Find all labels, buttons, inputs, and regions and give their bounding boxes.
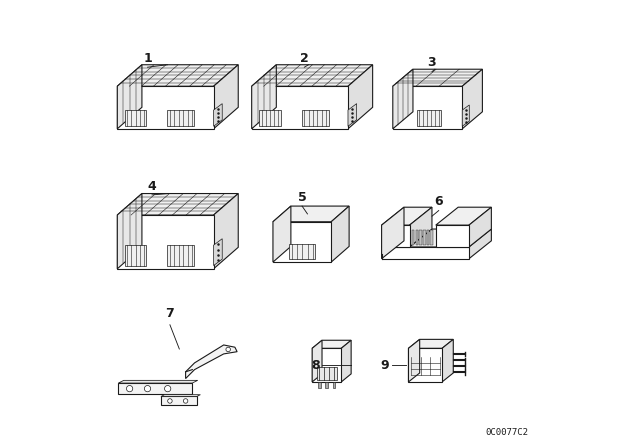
Polygon shape xyxy=(462,105,469,126)
Polygon shape xyxy=(430,230,433,246)
Polygon shape xyxy=(168,245,195,266)
Polygon shape xyxy=(312,340,351,349)
Polygon shape xyxy=(117,194,142,269)
Polygon shape xyxy=(125,245,146,266)
Polygon shape xyxy=(214,103,222,126)
Polygon shape xyxy=(417,110,442,126)
Text: 3: 3 xyxy=(428,56,436,69)
Polygon shape xyxy=(161,395,200,396)
Polygon shape xyxy=(273,206,291,262)
Polygon shape xyxy=(469,229,492,258)
Polygon shape xyxy=(442,340,453,382)
Polygon shape xyxy=(381,225,410,247)
Polygon shape xyxy=(419,230,422,246)
Polygon shape xyxy=(117,215,214,269)
Polygon shape xyxy=(381,229,492,247)
Polygon shape xyxy=(214,194,238,269)
Circle shape xyxy=(168,399,172,403)
Polygon shape xyxy=(415,230,418,246)
Polygon shape xyxy=(332,206,349,262)
Polygon shape xyxy=(325,382,328,388)
Polygon shape xyxy=(273,222,332,262)
Polygon shape xyxy=(393,69,483,86)
Polygon shape xyxy=(118,383,192,394)
Polygon shape xyxy=(252,65,372,86)
Polygon shape xyxy=(161,396,197,405)
Text: 5: 5 xyxy=(298,191,307,204)
Polygon shape xyxy=(259,110,280,126)
Polygon shape xyxy=(427,230,429,246)
Polygon shape xyxy=(117,86,214,129)
Polygon shape xyxy=(317,367,337,380)
Text: 4: 4 xyxy=(148,180,156,193)
Polygon shape xyxy=(341,340,351,382)
Polygon shape xyxy=(462,69,483,129)
Text: 8: 8 xyxy=(311,358,320,372)
Polygon shape xyxy=(125,110,146,126)
Circle shape xyxy=(127,385,132,392)
Polygon shape xyxy=(381,247,469,258)
Polygon shape xyxy=(118,380,198,383)
Polygon shape xyxy=(410,207,432,247)
Polygon shape xyxy=(436,225,469,247)
Polygon shape xyxy=(408,340,420,382)
Polygon shape xyxy=(381,207,432,225)
Circle shape xyxy=(145,385,150,392)
Polygon shape xyxy=(312,340,322,382)
Polygon shape xyxy=(117,65,142,129)
Polygon shape xyxy=(168,110,195,126)
Polygon shape xyxy=(252,65,276,129)
Polygon shape xyxy=(273,206,349,222)
Polygon shape xyxy=(252,86,348,129)
Polygon shape xyxy=(381,207,404,258)
Polygon shape xyxy=(348,103,356,126)
Polygon shape xyxy=(214,239,222,266)
Text: 0C0077C2: 0C0077C2 xyxy=(485,428,528,437)
Polygon shape xyxy=(214,65,238,129)
Circle shape xyxy=(183,399,188,403)
Polygon shape xyxy=(469,207,492,247)
Polygon shape xyxy=(318,382,321,388)
Text: 7: 7 xyxy=(166,307,174,320)
Polygon shape xyxy=(393,86,462,129)
Text: 2: 2 xyxy=(300,52,308,65)
Polygon shape xyxy=(186,345,237,379)
Polygon shape xyxy=(393,69,413,129)
Polygon shape xyxy=(333,382,335,388)
Polygon shape xyxy=(423,230,426,246)
Polygon shape xyxy=(117,65,238,86)
Polygon shape xyxy=(302,110,329,126)
Text: 1: 1 xyxy=(143,52,152,65)
Polygon shape xyxy=(348,65,372,129)
Polygon shape xyxy=(408,340,453,349)
Polygon shape xyxy=(312,349,341,382)
Polygon shape xyxy=(117,194,238,215)
Polygon shape xyxy=(408,349,442,382)
Circle shape xyxy=(164,385,171,392)
Circle shape xyxy=(226,347,230,352)
Polygon shape xyxy=(436,207,492,225)
Text: 9: 9 xyxy=(381,358,389,372)
Polygon shape xyxy=(289,244,316,259)
Polygon shape xyxy=(412,230,414,246)
Text: 6: 6 xyxy=(435,195,443,208)
